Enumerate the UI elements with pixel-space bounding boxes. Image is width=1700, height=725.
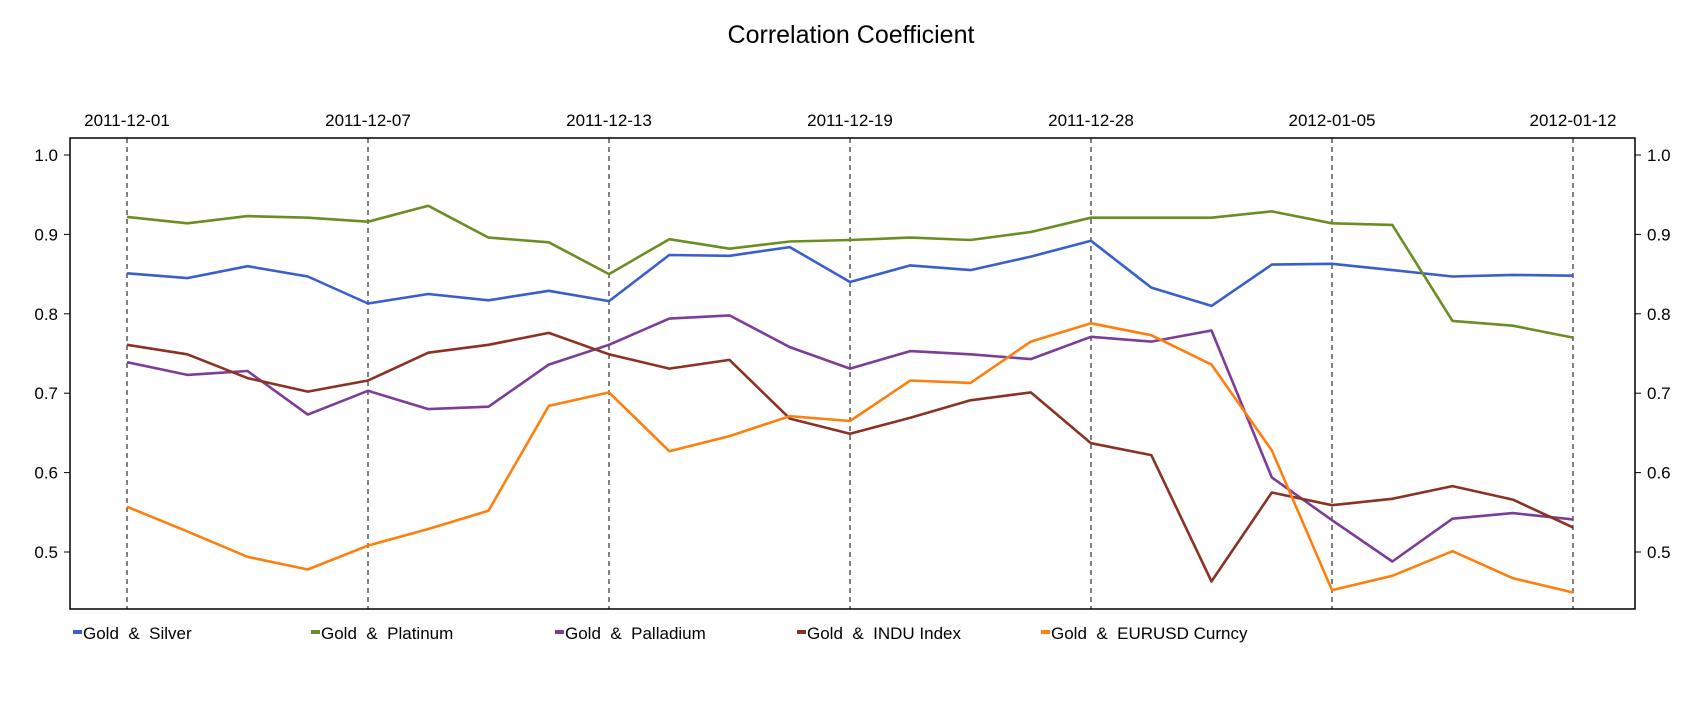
legend-item: Gold & Palladium [555,624,706,643]
x-tick-label: 2012-01-12 [1530,111,1617,130]
y-tick-label-left: 1.0 [34,146,58,165]
y-axis: 0.5 0.5 0.6 0.6 0.7 0.7 0.8 0.8 0.9 0.9 1.0 1.0 [34,146,1670,562]
legend-label: Gold & EURUSD Curncy [1051,624,1248,643]
y-tick-label-right: 0.7 [1647,384,1671,403]
x-tick-label: 2011-12-19 [807,111,893,130]
legend-swatch [311,630,320,634]
x-tick-label: 2012-01-05 [1289,111,1376,130]
y-tick-label-right: 1.0 [1647,146,1671,165]
legend-label: Gold & Palladium [565,624,706,643]
y-tick-label-right: 0.9 [1647,225,1671,244]
y-tick-label-left: 0.7 [34,384,58,403]
y-tick-label-right: 0.5 [1647,543,1671,562]
x-axis-date-labels: 2011-12-01 2011-12-07 2011-12-13 2011-12-19… [84,111,1616,130]
legend: Gold & Silver Gold & Platinum Gold & Palla… [73,624,1248,643]
plot-frame [69,137,1636,610]
legend-label: Gold & Platinum [321,624,453,643]
y-tick-label-left: 0.9 [34,225,58,244]
legend-label: Gold & Silver [83,624,192,643]
y-tick-label-right: 0.6 [1647,464,1671,483]
legend-item: Gold & Silver [73,624,192,643]
x-tick-label: 2011-12-28 [1048,111,1134,130]
series-lines [126,204,1574,594]
legend-item: Gold & EURUSD Curncy [1041,624,1248,643]
legend-swatch [555,630,564,634]
y-tick-label-right: 0.8 [1647,305,1671,324]
y-tick-label-left: 0.5 [34,543,58,562]
legend-item: Gold & INDU Index [797,624,962,643]
y-tick-label-left: 0.8 [34,305,58,324]
y-tick-label-left: 0.6 [34,464,58,483]
legend-item: Gold & Platinum [311,624,453,643]
series-line-4 [126,321,1574,594]
grid-lines [126,138,1574,609]
series-line-1 [126,204,1574,339]
x-tick-label: 2011-12-07 [325,111,411,130]
legend-swatch [797,630,806,634]
legend-label: Gold & INDU Index [807,624,962,643]
legend-swatch [73,630,82,634]
legend-swatch [1041,630,1050,634]
series-line-2 [126,314,1574,563]
series-line-0 [126,239,1574,308]
x-tick-label: 2011-12-01 [84,111,170,130]
chart-title: Correlation Coefficient [728,21,975,49]
series-line-3 [126,331,1574,583]
x-tick-label: 2011-12-13 [566,111,652,130]
